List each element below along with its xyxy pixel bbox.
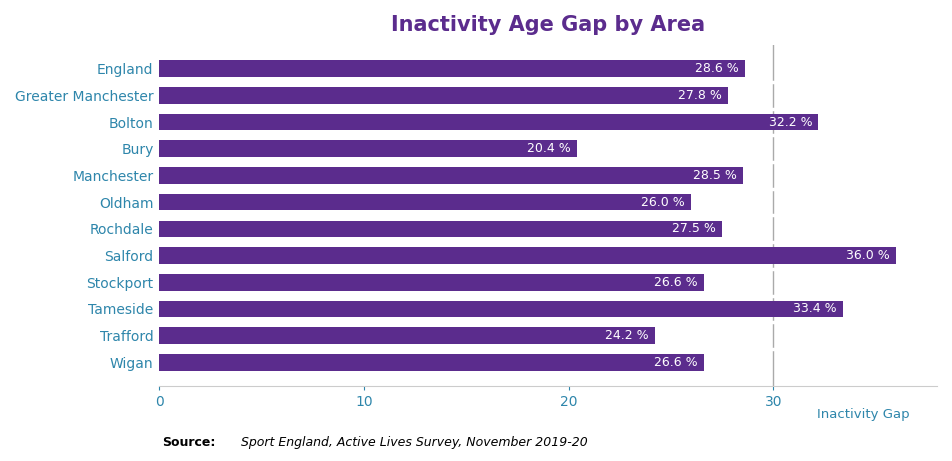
- Text: 26.0 %: 26.0 %: [642, 195, 685, 209]
- Text: Inactivity Gap: Inactivity Gap: [817, 408, 909, 421]
- Bar: [159, 87, 728, 104]
- Text: 33.4 %: 33.4 %: [793, 302, 837, 315]
- Bar: [159, 247, 896, 264]
- Text: 28.6 %: 28.6 %: [695, 62, 739, 75]
- Text: 27.8 %: 27.8 %: [678, 89, 722, 102]
- Bar: [159, 167, 743, 184]
- Text: 28.5 %: 28.5 %: [692, 169, 737, 182]
- Bar: [159, 274, 704, 290]
- Bar: [159, 327, 655, 344]
- Text: 26.6 %: 26.6 %: [654, 276, 698, 289]
- Text: 32.2 %: 32.2 %: [768, 116, 812, 129]
- Bar: [159, 114, 819, 130]
- Bar: [159, 194, 691, 210]
- Text: 20.4 %: 20.4 %: [526, 142, 570, 155]
- Text: 26.6 %: 26.6 %: [654, 356, 698, 369]
- Bar: [159, 301, 843, 317]
- Bar: [159, 141, 577, 157]
- Title: Inactivity Age Gap by Area: Inactivity Age Gap by Area: [391, 15, 705, 35]
- Text: Sport England, Active Lives Survey, November 2019-20: Sport England, Active Lives Survey, Nove…: [233, 437, 588, 449]
- Text: Source:: Source:: [162, 437, 215, 449]
- Text: 24.2 %: 24.2 %: [605, 329, 648, 342]
- Text: 36.0 %: 36.0 %: [846, 249, 890, 262]
- Bar: [159, 354, 704, 371]
- Bar: [159, 220, 722, 237]
- Bar: [159, 60, 744, 77]
- Text: 27.5 %: 27.5 %: [672, 222, 716, 235]
